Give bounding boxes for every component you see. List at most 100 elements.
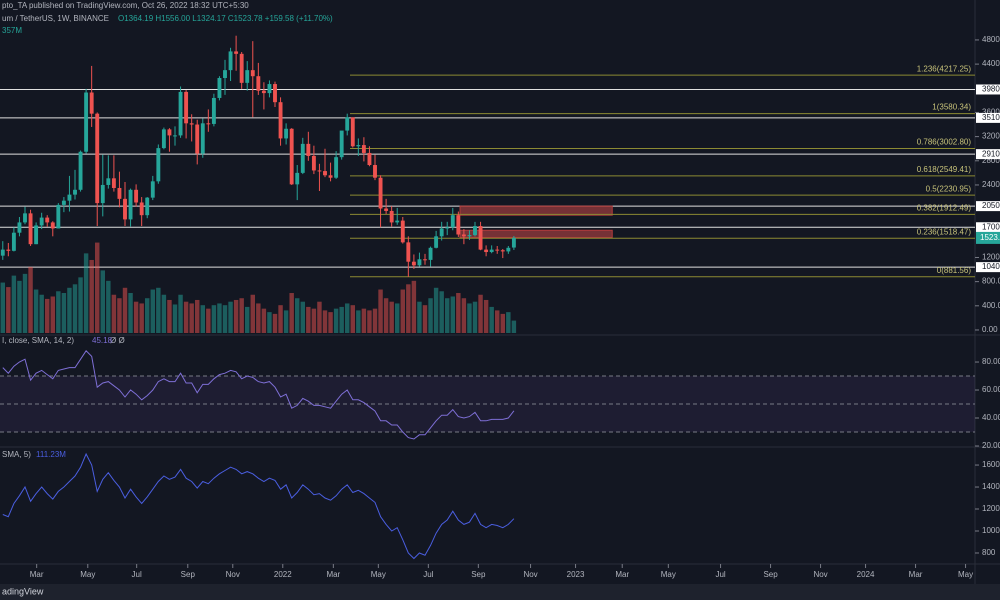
volume-bar — [167, 299, 172, 333]
level-label: 3980 — [982, 85, 1000, 94]
volume-bar — [45, 298, 50, 333]
volume-bar — [411, 280, 417, 333]
candle-body — [484, 249, 489, 253]
volume-bar — [83, 253, 89, 333]
candle-body — [395, 220, 400, 223]
rsi-legend: I, close, SMA, 14, 2) — [2, 336, 74, 345]
volume-bar — [467, 303, 472, 333]
candle-body — [111, 178, 116, 188]
y-tick-label: 20.00 — [982, 441, 1000, 450]
level-tag — [976, 201, 1000, 212]
fib-label: 1(3580.34) — [932, 103, 971, 112]
candle-body — [411, 261, 416, 266]
x-tick-label: 2022 — [274, 570, 292, 579]
volume-bar — [239, 298, 244, 333]
volume-bar — [345, 303, 350, 333]
candle-body — [295, 172, 300, 185]
candle-body — [73, 189, 77, 195]
volume-bar — [356, 310, 361, 333]
volume-bar — [422, 305, 428, 333]
candle-body — [456, 215, 461, 235]
volume-bar — [511, 320, 517, 333]
symbol: um / TetherUS, 1W, BINANCE — [2, 14, 109, 23]
candle-body — [323, 171, 327, 176]
candle-body — [117, 187, 122, 199]
volume-bar — [433, 287, 439, 333]
candle-body — [206, 123, 211, 125]
candle-body — [423, 259, 427, 261]
x-tick-label: Mar — [30, 570, 44, 579]
volume-bar — [472, 301, 478, 333]
candle-body — [273, 84, 277, 103]
volume-bar — [450, 296, 455, 333]
volume-bar — [389, 301, 394, 333]
volume-bar — [11, 275, 17, 333]
candle-body — [128, 189, 133, 220]
candle-body — [50, 222, 55, 229]
candle-body — [434, 236, 439, 248]
candle-body — [23, 213, 27, 223]
candle-body — [250, 70, 255, 77]
level-label: 1040 — [982, 262, 1000, 271]
ohlc: O1364.19 H1556.00 L1324.17 C1523.78 +159… — [118, 14, 333, 23]
volume-bar — [17, 280, 22, 333]
volume-bar — [6, 287, 11, 333]
candle-body — [489, 249, 494, 253]
y-tick-label: 4800.00 — [982, 35, 1000, 44]
volume-bar — [372, 308, 378, 333]
volume-bar — [361, 308, 367, 333]
candle-body — [17, 222, 22, 233]
x-tick-label: Nov — [226, 570, 240, 579]
candle-body — [467, 235, 472, 237]
candle-body — [478, 226, 483, 250]
y-tick-label: 800.00 — [982, 277, 1000, 286]
volume-bar — [289, 293, 294, 333]
volume-bar — [250, 294, 255, 333]
volume-bar — [278, 305, 283, 333]
candle-body — [28, 213, 33, 245]
published: pto_TA published on TradingView.com, Oct… — [2, 1, 249, 10]
volume-bar — [128, 293, 133, 333]
candle-body — [134, 189, 139, 203]
candle-body — [11, 232, 16, 251]
fib-label: 0.5(2230.95) — [926, 184, 972, 193]
fib-label: 1.236(4217.25) — [917, 64, 972, 73]
candle-body — [228, 51, 233, 71]
volume-bar — [483, 299, 489, 333]
volume-bar — [156, 287, 161, 333]
candle-body — [167, 129, 172, 136]
volume-bar — [417, 301, 422, 333]
x-tick-label: Sep — [471, 570, 486, 579]
candle-body — [506, 247, 511, 252]
obv-value: 111.23M — [36, 450, 66, 459]
candle-body — [495, 249, 500, 251]
volume-bar — [306, 306, 311, 333]
y-tick-label: 60.00 — [982, 385, 1000, 394]
candle-body — [334, 157, 339, 178]
volume-bar — [161, 294, 167, 333]
volume-bar — [406, 284, 411, 333]
line — [2, 452, 515, 560]
level-tag — [976, 149, 1000, 160]
candle-body — [61, 200, 66, 205]
candle-body — [284, 128, 289, 139]
volume-bar — [439, 291, 444, 333]
y-tick-label: 0.00 — [982, 325, 998, 334]
x-tick-label: May — [80, 570, 95, 579]
level-label: 2910 — [982, 149, 1000, 158]
candle-body — [439, 228, 444, 237]
candle-body — [300, 143, 305, 173]
volume-bar — [311, 308, 317, 333]
volume-bar — [133, 301, 139, 333]
volume-bar — [67, 287, 72, 333]
level-label: 1700 — [982, 222, 1000, 231]
volume-bar — [100, 270, 105, 333]
candle-body — [350, 117, 355, 147]
volume-bar — [200, 305, 205, 333]
volume-bar — [495, 310, 500, 333]
y-tick-label: 800 — [982, 548, 996, 557]
y-tick-label: 1200 — [982, 504, 1000, 513]
volume-bar — [33, 289, 39, 333]
candle-body — [373, 165, 377, 178]
candle-body — [150, 181, 155, 198]
